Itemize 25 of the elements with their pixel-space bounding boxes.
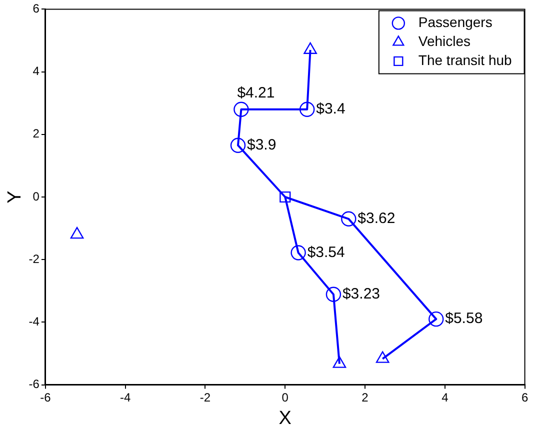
legend-label: Vehicles (418, 33, 471, 50)
x-tick-label: -2 (200, 390, 211, 404)
annotation: $3.54 (307, 244, 345, 261)
annotation: $3.62 (358, 210, 396, 228)
x-tick-label: 4 (442, 390, 449, 404)
y-axis-title: Y (4, 190, 26, 204)
y-tick-label: -6 (28, 377, 40, 392)
x-axis-title: X (278, 408, 292, 429)
x-tick-label: 6 (521, 390, 528, 404)
y-tick-label: 0 (32, 189, 40, 204)
y-tick-label: 2 (32, 126, 40, 141)
x-tick-label: 0 (282, 390, 289, 404)
y-tick-label: 6 (32, 2, 40, 16)
y-tick-label: -2 (28, 252, 40, 266)
y-tick-label: 4 (32, 64, 40, 78)
annotation: $3.4 (316, 100, 346, 118)
annotation: $4.21 (237, 84, 275, 102)
x-tick-label: 2 (362, 390, 369, 404)
annotation: $3.9 (247, 136, 276, 154)
annotation: $3.23 (342, 285, 380, 302)
x-tick-label: -4 (120, 390, 132, 404)
y-tick-label: -4 (28, 314, 40, 329)
annotation: $5.58 (445, 310, 483, 328)
legend-label: Passengers (418, 14, 492, 30)
legend-label: The transit hub (418, 52, 512, 68)
